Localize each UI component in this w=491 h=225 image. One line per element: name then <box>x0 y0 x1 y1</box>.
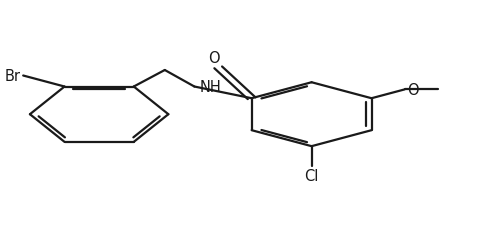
Text: Cl: Cl <box>304 169 319 183</box>
Text: NH: NH <box>199 80 221 94</box>
Text: O: O <box>208 51 219 66</box>
Text: Br: Br <box>5 69 21 84</box>
Text: O: O <box>407 83 419 97</box>
